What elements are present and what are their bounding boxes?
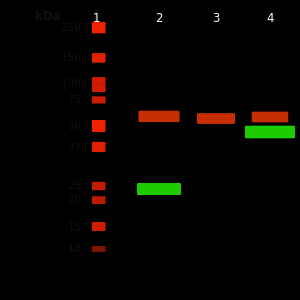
Text: 150 -: 150 - (61, 53, 88, 63)
FancyBboxPatch shape (86, 142, 106, 152)
FancyBboxPatch shape (197, 113, 235, 124)
FancyBboxPatch shape (86, 22, 106, 33)
Text: 250 -: 250 - (61, 22, 88, 33)
Text: kDa: kDa (35, 11, 60, 23)
FancyBboxPatch shape (86, 120, 106, 132)
FancyBboxPatch shape (139, 111, 179, 122)
FancyBboxPatch shape (252, 112, 288, 122)
FancyBboxPatch shape (86, 85, 106, 92)
Text: 100 -: 100 - (61, 79, 88, 89)
Text: 4: 4 (266, 12, 274, 25)
FancyBboxPatch shape (86, 246, 106, 252)
FancyBboxPatch shape (86, 77, 106, 85)
Text: 2: 2 (155, 12, 163, 25)
FancyBboxPatch shape (86, 222, 106, 231)
Text: 3: 3 (212, 12, 220, 25)
Text: 25 -: 25 - (68, 181, 88, 191)
Text: 50 -: 50 - (68, 121, 88, 131)
Text: 37 -: 37 - (68, 142, 88, 152)
FancyBboxPatch shape (86, 53, 106, 63)
Text: 15 -: 15 - (68, 221, 88, 232)
FancyBboxPatch shape (86, 96, 106, 103)
Text: 10 -: 10 - (68, 244, 88, 254)
FancyBboxPatch shape (245, 126, 295, 138)
Text: 20 -: 20 - (68, 195, 88, 205)
FancyBboxPatch shape (86, 182, 106, 190)
FancyBboxPatch shape (137, 183, 181, 195)
Text: 1: 1 (92, 12, 100, 25)
FancyBboxPatch shape (86, 196, 106, 204)
Text: 75 -: 75 - (68, 95, 88, 105)
